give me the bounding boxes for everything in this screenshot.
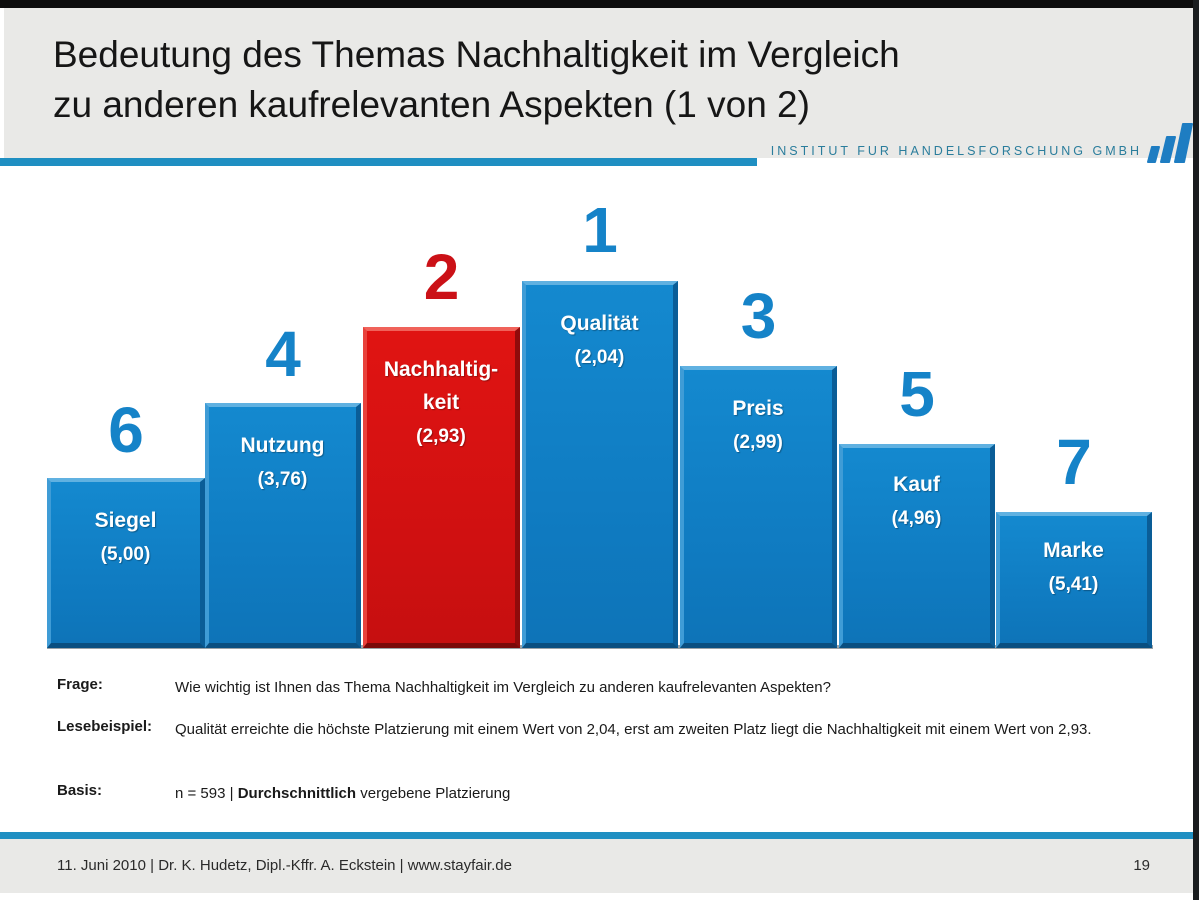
bar-preis: Preis (2,99) (680, 366, 837, 648)
bar-value-label: (2,04) (574, 347, 625, 368)
bar-name-line: Kauf (893, 473, 940, 496)
basis-text: n = 593 | Durchschnittlich vergebene Pla… (175, 782, 1125, 805)
basis-text-bold: Durchschnittlich (237, 785, 357, 802)
organization-name: INSTITUT FUR HANDELSFORSCHUNG GMBH (770, 144, 1142, 158)
footer-band (0, 839, 1193, 893)
basis-label: Basis: (57, 782, 103, 799)
page-title: Bedeutung des Themas Nachhaltigkeit im V… (53, 30, 900, 130)
bar-value-label: (5,41) (1048, 574, 1099, 595)
rank-label-nutzung: 4 (265, 318, 301, 390)
bar-value-label: (5,00) (100, 544, 151, 565)
basis-text-pre: n = 593 | (175, 785, 238, 802)
bar-name-line: Nutzung (240, 434, 325, 457)
header-band (4, 8, 1193, 158)
bar-name-line: Siegel (94, 509, 157, 532)
header-divider-rule (0, 158, 757, 166)
page-title-line1: Bedeutung des Themas Nachhaltigkeit im V… (53, 34, 900, 75)
page-number: 19 (1133, 857, 1150, 874)
bar-name-line: Marke (1043, 539, 1104, 562)
bar-value-label: (3,76) (257, 469, 308, 490)
bar-marke: Marke (5,41) (996, 512, 1152, 648)
footer-divider-rule (0, 832, 1193, 839)
bar-kauf: Kauf (4,96) (839, 444, 995, 648)
ifh-logo-icon (1147, 123, 1193, 163)
bar-name-line: Nachhaltig- (383, 358, 499, 381)
basis-text-post: vergebene Platzierung (356, 785, 511, 802)
rank-label-kauf: 5 (899, 358, 935, 430)
rank-label-marke: 7 (1056, 426, 1092, 498)
frage-text: Wie wichtig ist Ihnen das Thema Nachhalt… (175, 679, 831, 696)
lesebeispiel-text: Qualität erreichte die höchste Platzieru… (175, 721, 1092, 738)
bar-chart: 6 Siegel (5,00) 4 Nutzung (3,76) 2 Nachhaltig-k… (0, 180, 1199, 660)
bar-name-line: Qualität (560, 312, 639, 335)
frage-label: Frage: (57, 676, 103, 693)
right-border-strip (1193, 0, 1199, 900)
rank-label-nachhaltigkeit: 2 (423, 241, 460, 313)
bar-name-line: keit (422, 391, 460, 414)
footer-credits: 11. Juni 2010 | Dr. K. Hudetz, Dipl.-Kff… (57, 857, 512, 874)
bar-qualit-t: Qualität (2,04) (522, 281, 678, 648)
bar-value-label: (4,96) (891, 508, 942, 529)
bar-nachhaltigkeit: Nachhaltig-keit (2,93) (363, 327, 520, 648)
page-title-line2: zu anderen kaufrelevanten Aspekten (1 vo… (53, 84, 810, 125)
top-border-strip (0, 0, 1199, 8)
lesebeispiel-label: Lesebeispiel: (57, 718, 153, 735)
bar-value-label: (2,93) (416, 426, 466, 447)
rank-label-qualit-t: 1 (582, 194, 618, 266)
rank-label-preis: 3 (740, 280, 777, 352)
bar-value-label: (2,99) (733, 432, 783, 453)
bar-nutzung: Nutzung (3,76) (205, 403, 361, 648)
rank-label-siegel: 6 (108, 394, 144, 466)
bar-name-line: Preis (732, 397, 784, 420)
bar-siegel: Siegel (5,00) (47, 478, 205, 648)
